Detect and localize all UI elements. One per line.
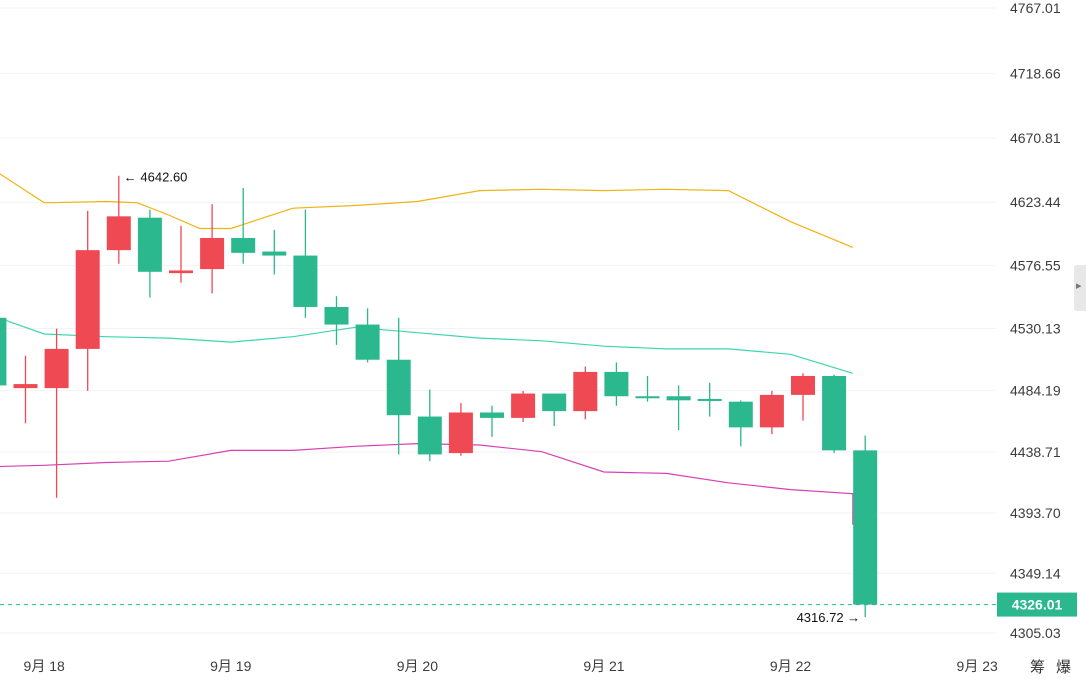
y-tick-label: 4623.44	[1010, 194, 1061, 210]
middle-band-line	[0, 317, 853, 374]
x-tick-label: 9月 19	[210, 658, 251, 674]
y-tick-label: 4484.19	[1010, 383, 1061, 399]
candle-body	[324, 306, 349, 325]
candle	[853, 435, 878, 618]
current-price-tag	[997, 592, 1077, 617]
y-tick-label: 4530.13	[1010, 320, 1061, 336]
candle	[480, 405, 504, 437]
x-tick-label: 9月 23	[957, 658, 998, 674]
candle-body	[666, 396, 691, 401]
candle	[666, 385, 691, 431]
candle-body	[759, 394, 784, 428]
chevron-right-icon: ▸	[1076, 279, 1082, 292]
y-tick-label: 4767.01	[1010, 0, 1061, 16]
candle	[324, 296, 349, 345]
candle-body	[0, 317, 7, 386]
candle	[728, 400, 753, 447]
candle	[293, 209, 318, 318]
candle	[200, 204, 225, 294]
candle	[75, 210, 100, 391]
y-tick-label: 4718.66	[1010, 65, 1061, 81]
low-price-label: 4316.72 →	[797, 610, 861, 625]
candle	[231, 187, 256, 264]
y-tick-label: 4670.81	[1010, 130, 1061, 146]
candle	[262, 229, 287, 275]
candle	[355, 308, 380, 363]
candle	[573, 366, 598, 420]
candle-body	[293, 255, 318, 307]
candle	[635, 375, 660, 402]
candle-body	[106, 216, 131, 251]
candle-body	[13, 384, 38, 389]
candle	[604, 362, 629, 406]
chip-distribution-button[interactable]: 筹	[1030, 658, 1046, 676]
candle-body	[511, 393, 536, 418]
annotations: 4326.01 ← 4642.60 4316.72 →	[0, 169, 1077, 625]
high-price-label: ← 4642.60	[124, 169, 188, 184]
candle-body	[355, 324, 380, 360]
candle-body	[853, 450, 878, 605]
y-tick-label: 4576.55	[1010, 258, 1061, 274]
candle-body	[137, 217, 162, 272]
candle	[791, 373, 815, 421]
candle-body	[169, 270, 193, 274]
liquidation-button[interactable]: 爆	[1056, 658, 1072, 676]
y-tick-label: 4438.71	[1010, 444, 1061, 460]
candle-body	[200, 237, 225, 270]
candle	[137, 209, 162, 298]
candle	[448, 403, 473, 456]
candle-body	[480, 412, 504, 418]
candle	[511, 390, 536, 422]
y-tick-label: 4349.14	[1010, 565, 1061, 581]
candle-body	[386, 359, 411, 416]
candle-body	[728, 401, 753, 428]
x-tick-label: 9月 21	[583, 658, 624, 674]
bollinger-bands	[0, 173, 854, 525]
candle-body	[262, 251, 287, 256]
y-tick-label: 4305.03	[1010, 625, 1061, 641]
candle-body	[417, 416, 442, 455]
candle	[386, 317, 411, 455]
candle	[417, 389, 442, 462]
candle-body	[791, 375, 815, 395]
candle-body	[635, 396, 660, 399]
candle	[169, 225, 193, 283]
candle	[44, 328, 69, 498]
candle-body	[44, 348, 69, 389]
candle-body	[604, 371, 629, 397]
candle	[106, 175, 131, 264]
y-tick-label: 4393.70	[1010, 505, 1061, 521]
lower-band-line	[0, 442, 854, 525]
candle	[0, 317, 7, 386]
side-panel-toggle[interactable]: ▸	[1074, 265, 1086, 311]
x-tick-label: 9月 20	[397, 658, 438, 674]
candle-body	[822, 375, 847, 451]
candle-body	[573, 371, 598, 412]
upper-band-line	[0, 173, 854, 248]
candles	[0, 175, 878, 618]
candle-body	[697, 398, 722, 401]
candle-body	[231, 237, 256, 253]
x-axis: 9月 18 9月 19 9月 20 9月 21 9月 22 9月 23	[24, 658, 998, 674]
current-price-label: 4326.01	[1012, 597, 1063, 613]
y-axis: 4767.01 4718.66 4670.81 4623.44 4576.55 4530.…	[1010, 0, 1061, 641]
candle-body	[75, 250, 100, 349]
candle	[542, 393, 567, 427]
candle-body	[542, 393, 567, 412]
x-tick-label: 9月 22	[770, 658, 811, 674]
grid	[0, 7, 996, 634]
candle	[697, 382, 722, 417]
candle	[822, 374, 847, 454]
candle-body	[448, 412, 473, 454]
candle	[759, 390, 784, 435]
x-tick-label: 9月 18	[24, 658, 65, 674]
candle	[13, 355, 38, 424]
